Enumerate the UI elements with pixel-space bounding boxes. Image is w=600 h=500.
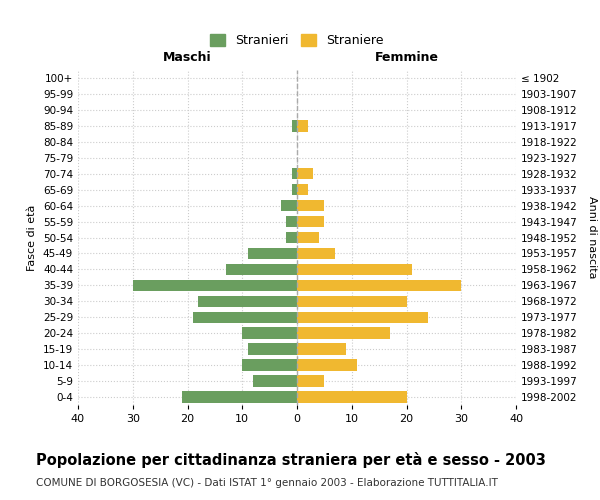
Bar — [281, 200, 297, 211]
Bar — [199, 296, 297, 307]
Bar — [297, 312, 428, 323]
Bar — [297, 232, 319, 243]
Bar — [292, 168, 297, 179]
Bar — [297, 216, 325, 228]
Bar — [297, 296, 407, 307]
Text: Femmine: Femmine — [374, 52, 439, 64]
Y-axis label: Fasce di età: Fasce di età — [28, 204, 37, 270]
Y-axis label: Anni di nascita: Anni di nascita — [587, 196, 597, 279]
Bar — [297, 248, 335, 259]
Bar — [182, 392, 297, 403]
Bar — [297, 344, 346, 355]
Bar — [292, 184, 297, 196]
Bar — [286, 216, 297, 228]
Text: Maschi: Maschi — [163, 52, 212, 64]
Bar — [133, 280, 297, 291]
Bar — [297, 184, 308, 196]
Bar — [248, 344, 297, 355]
Text: COMUNE DI BORGOSESIA (VC) - Dati ISTAT 1° gennaio 2003 - Elaborazione TUTTITALIA: COMUNE DI BORGOSESIA (VC) - Dati ISTAT 1… — [36, 478, 498, 488]
Legend: Stranieri, Straniere: Stranieri, Straniere — [205, 30, 389, 52]
Bar — [297, 264, 412, 275]
Bar — [297, 200, 325, 211]
Bar — [297, 168, 313, 179]
Bar — [226, 264, 297, 275]
Bar — [297, 376, 325, 387]
Bar — [297, 328, 390, 339]
Bar — [248, 248, 297, 259]
Bar — [253, 376, 297, 387]
Bar — [193, 312, 297, 323]
Bar — [297, 280, 461, 291]
Bar — [242, 328, 297, 339]
Bar — [297, 120, 308, 132]
Bar — [286, 232, 297, 243]
Bar — [297, 392, 407, 403]
Bar — [297, 360, 357, 371]
Bar — [292, 120, 297, 132]
Text: Popolazione per cittadinanza straniera per età e sesso - 2003: Popolazione per cittadinanza straniera p… — [36, 452, 546, 468]
Bar — [242, 360, 297, 371]
